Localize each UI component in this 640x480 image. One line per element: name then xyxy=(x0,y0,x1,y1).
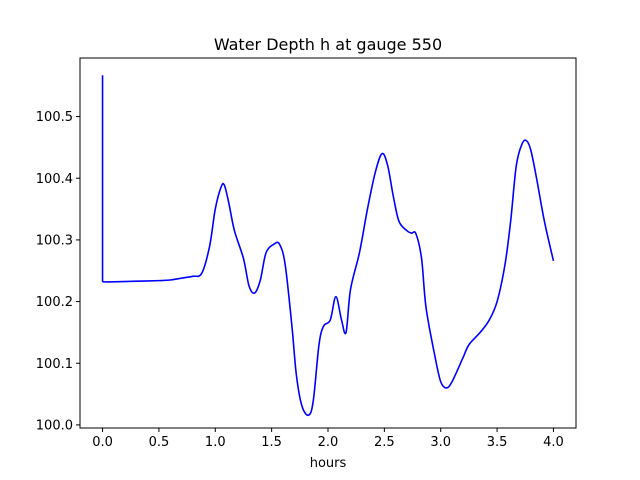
x-tick-label: 4.0 xyxy=(543,435,564,450)
x-tick-label: 1.0 xyxy=(205,435,226,450)
x-tick-label: 2.5 xyxy=(374,435,395,450)
x-tick-label: 3.5 xyxy=(487,435,508,450)
y-tick-label: 100.4 xyxy=(36,172,73,187)
y-tick-label: 100.5 xyxy=(36,110,73,125)
y-tick-label: 100.1 xyxy=(36,357,73,372)
y-tick-label: 100.2 xyxy=(36,295,73,310)
x-tick-label: 3.0 xyxy=(430,435,451,450)
plot-area-frame xyxy=(79,57,577,429)
y-tick-label: 100.3 xyxy=(36,233,73,248)
x-tick-label: 2.0 xyxy=(318,435,339,450)
series-layer xyxy=(101,75,555,417)
x-tick-label: 0.5 xyxy=(149,435,170,450)
series-line xyxy=(102,139,555,417)
ticks-layer: 0.0 0.5 1.0 1.5 2.0 2.5 3.0 3.5 4.0 100.0 100.1 100… xyxy=(36,110,564,450)
y-tick-label: 100.0 xyxy=(36,418,73,433)
x-tick-label: 0.0 xyxy=(92,435,113,450)
x-tick-label: 1.5 xyxy=(261,435,282,450)
x-axis-label: hours xyxy=(310,456,347,471)
chart-title: Water Depth h at gauge 550 xyxy=(214,35,442,54)
